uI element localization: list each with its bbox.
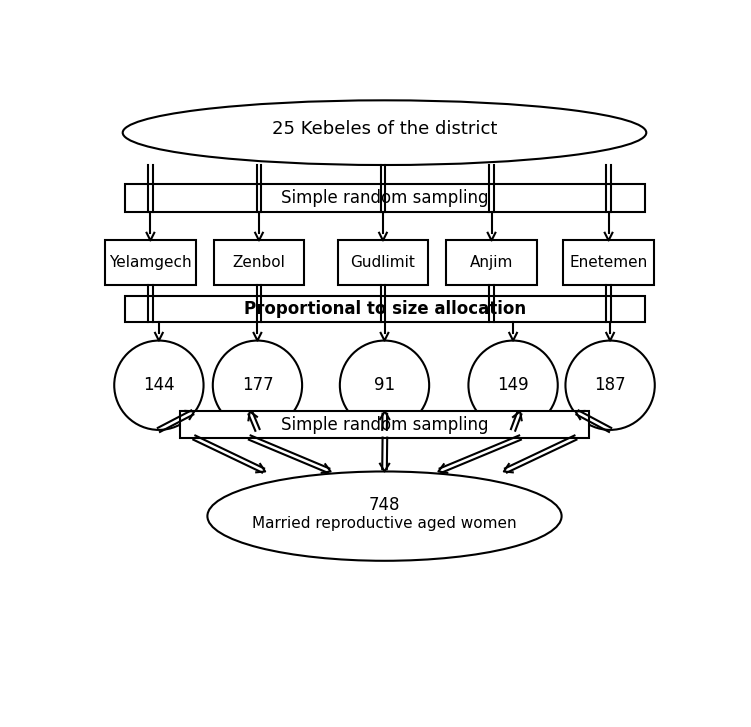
Bar xyxy=(563,241,654,285)
Text: Gudlimit: Gudlimit xyxy=(351,255,415,270)
Circle shape xyxy=(114,340,204,430)
Circle shape xyxy=(469,340,558,430)
Text: 149: 149 xyxy=(497,377,529,394)
Bar xyxy=(180,411,590,438)
Text: Proportional to size allocation: Proportional to size allocation xyxy=(244,300,526,318)
Bar xyxy=(446,241,537,285)
Text: 177: 177 xyxy=(242,377,273,394)
Bar xyxy=(105,241,196,285)
Text: 25 Kebeles of the district: 25 Kebeles of the district xyxy=(272,120,497,138)
Bar xyxy=(125,296,645,322)
Text: 144: 144 xyxy=(143,377,175,394)
Circle shape xyxy=(340,340,429,430)
Text: 187: 187 xyxy=(594,377,626,394)
Text: Anjim: Anjim xyxy=(470,255,513,270)
Ellipse shape xyxy=(207,472,562,561)
Text: Enetemen: Enetemen xyxy=(569,255,647,270)
Bar xyxy=(213,241,304,285)
Circle shape xyxy=(213,340,302,430)
Circle shape xyxy=(566,340,655,430)
Text: Simple random sampling: Simple random sampling xyxy=(281,416,489,433)
Text: Simple random sampling: Simple random sampling xyxy=(281,189,489,207)
Bar xyxy=(125,184,645,212)
Text: Married reproductive aged women: Married reproductive aged women xyxy=(252,516,517,531)
Text: Yelamgech: Yelamgech xyxy=(109,255,192,270)
Text: Zenbol: Zenbol xyxy=(233,255,285,270)
Bar xyxy=(337,241,428,285)
Text: 748: 748 xyxy=(369,497,400,514)
Ellipse shape xyxy=(122,100,647,165)
Text: 91: 91 xyxy=(374,377,395,394)
